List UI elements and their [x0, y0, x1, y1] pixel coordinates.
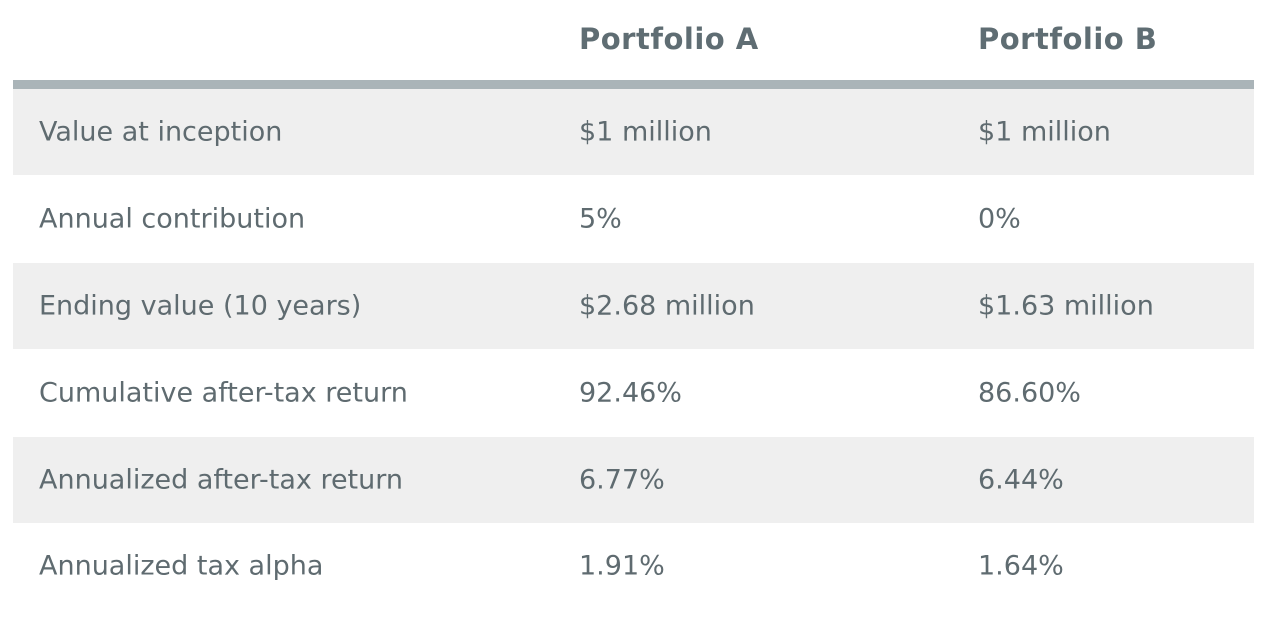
cell: 1.91% [579, 550, 665, 582]
cell: $2.68 million [579, 290, 755, 322]
cell: 1.64% [978, 550, 1064, 582]
row-label: Cumulative after-tax return [39, 377, 408, 409]
cell: 6.77% [579, 464, 665, 496]
column-header: Portfolio B [978, 22, 1158, 56]
table-row: Annualized tax alpha 1.91% 1.64% [13, 523, 1254, 609]
row-label: Annualized after-tax return [39, 464, 403, 496]
cell: 6.44% [978, 464, 1064, 496]
table-header: Portfolio A Portfolio B [13, 0, 1254, 89]
table-row: Cumulative after-tax return 92.46% 86.60% [13, 349, 1254, 437]
row-label: Ending value (10 years) [39, 290, 362, 322]
cell: 0% [978, 203, 1021, 235]
row-label: Value at inception [39, 116, 283, 148]
row-label: Annualized tax alpha [39, 550, 324, 582]
table-row: Value at inception $1 million $1 million [13, 89, 1254, 175]
cell: $1.63 million [978, 290, 1154, 322]
cell: 86.60% [978, 377, 1081, 409]
comparison-table: Portfolio A Portfolio B Value at incepti… [13, 0, 1254, 609]
cell: 92.46% [579, 377, 682, 409]
cell: 5% [579, 203, 622, 235]
cell: $1 million [978, 116, 1111, 148]
table-row: Annualized after-tax return 6.77% 6.44% [13, 437, 1254, 523]
column-header: Portfolio A [579, 22, 759, 56]
table-row: Ending value (10 years) $2.68 million $1.6… [13, 263, 1254, 349]
cell: $1 million [579, 116, 712, 148]
row-label: Annual contribution [39, 203, 306, 235]
table-row: Annual contribution 5% 0% [13, 175, 1254, 263]
